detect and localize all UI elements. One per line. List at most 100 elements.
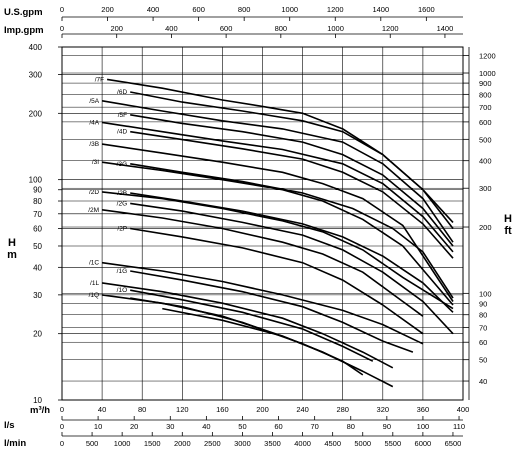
series-curve-1C bbox=[101, 261, 424, 345]
y-tick-label-left: 10 bbox=[33, 396, 42, 405]
l-per-min-tick-label: 6000 bbox=[415, 439, 432, 448]
series-label: /5A bbox=[89, 98, 99, 105]
us-gpm-tick-label: 1000 bbox=[281, 5, 298, 14]
y-axis-label-left-top: H bbox=[8, 237, 16, 249]
series-curve-4A bbox=[101, 121, 454, 253]
l-per-min-tick-label: 2500 bbox=[204, 439, 221, 448]
y-tick-label-right: 500 bbox=[479, 135, 492, 144]
y-tick-label-right: 50 bbox=[479, 356, 487, 365]
y-tick-label-right: 600 bbox=[479, 118, 492, 127]
l-per-min-tick-label: 5000 bbox=[354, 439, 371, 448]
y-tick-label-left: 400 bbox=[29, 43, 43, 52]
series-label: /2P bbox=[117, 226, 127, 233]
series-curve-5F bbox=[130, 114, 454, 247]
series-curve-1O bbox=[130, 289, 374, 362]
x-axis-label: m³/h bbox=[30, 405, 50, 416]
l-per-s-tick-label: 60 bbox=[274, 422, 282, 431]
us-gpm-tick-label: 1400 bbox=[372, 5, 389, 14]
x-tick-label: 80 bbox=[138, 405, 146, 414]
y-tick-label-left: 100 bbox=[29, 176, 43, 185]
us-gpm-tick-label: 1600 bbox=[418, 5, 435, 14]
l-per-s-axis-label: l/s bbox=[4, 420, 15, 431]
series-curve-2B bbox=[130, 192, 454, 313]
us-gpm-tick-label: 1200 bbox=[327, 5, 344, 14]
y-tick-label-left: 300 bbox=[29, 71, 43, 80]
l-per-s-tick-label: 50 bbox=[238, 422, 246, 431]
us-gpm-tick-label: 200 bbox=[101, 5, 114, 14]
series-curve-5A bbox=[101, 100, 454, 243]
x-tick-label: 160 bbox=[216, 405, 229, 414]
series-label: /1G bbox=[117, 268, 127, 275]
y-tick-label-right: 80 bbox=[479, 311, 487, 320]
y-tick-label-right: 90 bbox=[479, 299, 487, 308]
l-per-min-tick-label: 2000 bbox=[174, 439, 191, 448]
series-curve-3I bbox=[101, 161, 454, 306]
series-label: /2G bbox=[117, 200, 127, 207]
us-gpm-axis-label: U.S.gpm bbox=[4, 7, 43, 18]
l-per-min-tick-label: 500 bbox=[86, 439, 99, 448]
y-tick-label-right: 1000 bbox=[479, 69, 496, 78]
series-label: /2B bbox=[117, 190, 127, 197]
l-per-s-tick-label: 110 bbox=[453, 422, 465, 431]
l-per-min-tick-label: 4500 bbox=[324, 439, 341, 448]
y-axis-label-left-bottom: m bbox=[7, 249, 17, 261]
y-axis-label-right-bottom: ft bbox=[504, 225, 512, 237]
series-label: /2M bbox=[88, 207, 99, 214]
series-curve-3G bbox=[130, 163, 454, 299]
l-per-s-tick-label: 20 bbox=[130, 422, 138, 431]
imp-gpm-tick-label: 400 bbox=[165, 24, 178, 33]
series-label: /3G bbox=[117, 161, 127, 168]
series-curve-1L bbox=[101, 282, 394, 369]
l-per-s-tick-label: 70 bbox=[310, 422, 318, 431]
y-tick-label-left: 30 bbox=[33, 291, 42, 300]
series-curve-6D bbox=[130, 91, 454, 229]
imp-gpm-tick-label: 1400 bbox=[437, 24, 454, 33]
series-curve-1G bbox=[130, 270, 414, 353]
series-label: /1C bbox=[89, 260, 99, 267]
top-axes: 0 200 400 600 800 1000 1200 1400 1600 U.S.gpm 0 200… bbox=[4, 5, 463, 38]
x-tick-label: 120 bbox=[176, 405, 189, 414]
series-label: /1Q bbox=[89, 292, 99, 299]
y-tick-label-right: 40 bbox=[479, 377, 487, 386]
imp-gpm-tick-label: 600 bbox=[220, 24, 233, 33]
y-tick-label-left: 80 bbox=[33, 197, 42, 206]
x-tick-label: 280 bbox=[336, 405, 349, 414]
imp-gpm-axis-label: Imp.gpm bbox=[4, 25, 44, 36]
l-per-s-tick-label: 40 bbox=[202, 422, 210, 431]
x-tick-label: 400 bbox=[457, 405, 470, 414]
l-per-min-tick-label: 4000 bbox=[294, 439, 311, 448]
series-curve-3B bbox=[101, 143, 454, 302]
us-gpm-tick-label: 800 bbox=[238, 5, 251, 14]
l-per-s-tick-label: 80 bbox=[347, 422, 355, 431]
imp-gpm-tick-label: 0 bbox=[60, 24, 64, 33]
imp-gpm-tick-label: 200 bbox=[110, 24, 123, 33]
grid bbox=[61, 46, 464, 401]
y-tick-label-right: 800 bbox=[479, 90, 492, 99]
l-per-s-tick-label: 90 bbox=[383, 422, 391, 431]
y-tick-label-left: 70 bbox=[33, 210, 42, 219]
y-tick-label-right: 700 bbox=[479, 103, 492, 112]
series-label: /4D bbox=[117, 129, 127, 136]
us-gpm-tick-label: 0 bbox=[60, 5, 64, 14]
y-axis-label-right-top: H bbox=[504, 213, 512, 225]
l-per-min-tick-label: 1500 bbox=[144, 439, 161, 448]
series-labels: /7F/6D/5A/5F/4A/4D/3B/3I/3G/2D/2B/2G/2M /… bbox=[88, 76, 127, 298]
series-label: /4A bbox=[89, 119, 99, 126]
y-tick-label-right: 60 bbox=[479, 338, 487, 347]
y-tick-label-left: 20 bbox=[33, 330, 42, 339]
series-label: /2D bbox=[89, 189, 99, 196]
imp-gpm-tick-label: 800 bbox=[275, 24, 288, 33]
series-curve-2G bbox=[130, 202, 454, 335]
series-label: /5F bbox=[118, 112, 127, 119]
series-label: /3I bbox=[92, 159, 99, 166]
l-per-min-tick-label: 3500 bbox=[264, 439, 281, 448]
x-tick-label: 240 bbox=[296, 405, 309, 414]
y-tick-label-left: 200 bbox=[29, 109, 43, 118]
us-gpm-tick-label: 400 bbox=[147, 5, 160, 14]
y-tick-label-left: 50 bbox=[33, 242, 42, 251]
l-per-s-tick-label: 30 bbox=[166, 422, 174, 431]
imp-gpm-tick-label: 1200 bbox=[382, 24, 399, 33]
series-label: /1L bbox=[90, 280, 99, 287]
series-curve-2P bbox=[130, 227, 424, 335]
